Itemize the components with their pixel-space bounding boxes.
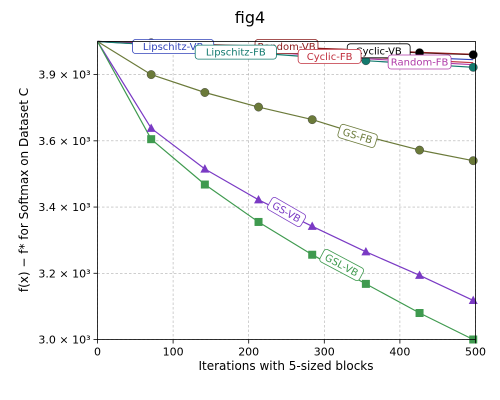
series-label-text-random-fb: Random-FB [391, 58, 449, 69]
series-label-random-fb: Random-FB [387, 54, 452, 70]
series-label-text-lipschitz-fb: Lipschitz-FB [206, 48, 266, 59]
data-point-gs-fb-1 [146, 70, 156, 80]
data-point-lipschitz-fb-7 [468, 62, 478, 72]
x-tick-label-2: 200 [238, 346, 259, 359]
data-point-gs-vb-6 [415, 270, 425, 279]
series-label-box-cyclic-fb [297, 49, 362, 64]
data-point-gs-fb-6 [415, 145, 424, 155]
x-tick-label-4: 400 [389, 346, 410, 359]
tick-layer: 0 100 200 300 400 500 3.0 × 10³ 3.2 × 10³ 3.4 × … [38, 69, 486, 359]
data-point-gsl-vb-4 [308, 250, 317, 259]
data-point-gs-fb-3 [254, 102, 263, 112]
marker-layer [146, 38, 478, 344]
data-point-gsl-vb-3 [254, 217, 263, 226]
data-point-gs-fb-2 [200, 88, 210, 97]
data-point-gs-vb-2 [200, 164, 210, 173]
series-label-cyclic-fb: Cyclic-FB [297, 49, 362, 64]
data-point-gsl-vb-5 [361, 279, 370, 288]
data-point-gsl-vb-1 [147, 135, 156, 144]
data-point-gsl-vb-2 [200, 180, 209, 189]
y-axis-label: f(x) − f* for Softmax on Dataset C [17, 88, 31, 292]
series-label-box-gs-vb [267, 197, 306, 227]
data-point-gs-fb-4 [307, 115, 317, 125]
y-tick-label-0: 3.0 × 10³ [38, 334, 90, 347]
data-point-gs-vb-5 [361, 246, 371, 256]
series-label-lipschitz-fb: Lipschitz-FB [194, 44, 277, 60]
series-label-gs-fb: GS-FB [337, 123, 378, 148]
data-point-cyclic-vb-7 [468, 50, 478, 60]
series-label-gs-vb: GS-VB [267, 197, 306, 227]
series-line-gs-vb [96, 41, 474, 301]
series-layer [96, 40, 474, 341]
data-point-gs-vb-7 [468, 295, 478, 305]
series-label-gsl-vb: GSL-VB [319, 249, 365, 281]
series-label-text-cyclic-vb: Cyclic-VB [356, 46, 402, 57]
grid-layer [97, 41, 476, 340]
data-point-gsl-vb-6 [415, 309, 424, 318]
series-line-gs-fb [97, 40, 474, 162]
y-tick-label-3: 3.6 × 10³ [38, 135, 90, 148]
series-label-box-gs-fb [337, 123, 378, 148]
y-tick-label-1: 3.2 × 10³ [38, 267, 90, 280]
series-label-text-cyclic-fb: Cyclic-FB [307, 52, 353, 63]
series-label-box-random-fb [387, 54, 452, 70]
x-tick-label-5: 500 [465, 346, 486, 359]
y-tick-label-2: 3.4 × 10³ [38, 201, 90, 214]
data-point-gs-fb-7 [468, 156, 478, 166]
series-label-text-random-vb: Random-VB [257, 42, 315, 53]
y-tick-label-4: 3.9 × 10³ [38, 69, 90, 82]
chart-title: fig4 [235, 8, 265, 27]
x-tick-label-1: 100 [163, 346, 184, 359]
data-point-gs-vb-4 [307, 221, 317, 230]
data-point-gs-vb-1 [146, 123, 156, 132]
series-label-text-lipschitz-vb: Lipschitz-VB [143, 42, 204, 53]
series-label-box-lipschitz-fb [194, 44, 277, 60]
x-axis-label: Iterations with 5-sized blocks [199, 359, 374, 373]
plot-frame [97, 41, 476, 340]
x-tick-label-3: 300 [314, 346, 335, 359]
series-line-gsl-vb [96, 41, 474, 341]
series-label-box-gsl-vb [319, 249, 365, 281]
x-tick-label-0: 0 [94, 346, 101, 359]
data-point-gs-vb-3 [254, 194, 264, 204]
